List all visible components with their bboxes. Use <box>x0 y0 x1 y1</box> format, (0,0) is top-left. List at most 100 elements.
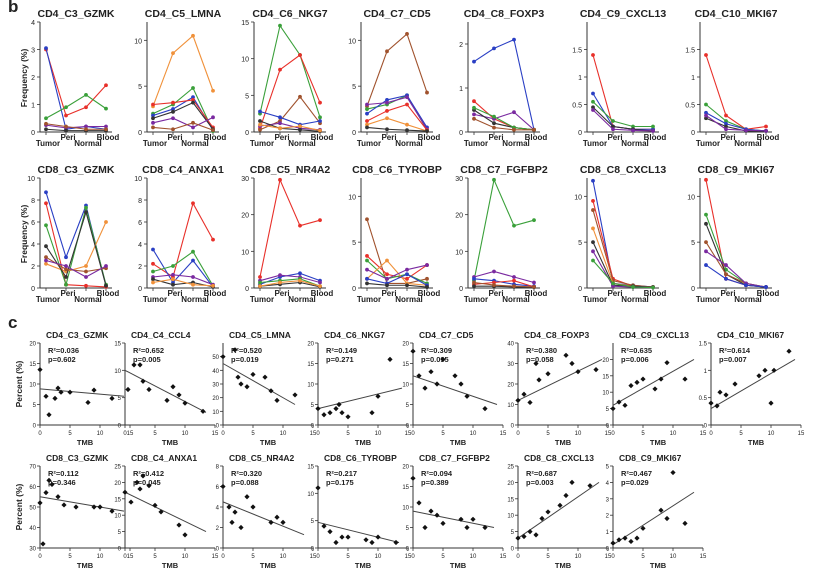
series-point <box>64 105 68 110</box>
series-line <box>705 54 767 130</box>
data-point <box>49 481 55 488</box>
series-point <box>724 276 728 281</box>
series-point <box>651 285 655 290</box>
y-tick-label: 10 <box>455 249 463 256</box>
series-point <box>191 201 195 206</box>
x-tick-label: 0 <box>411 431 415 437</box>
series-point <box>211 237 215 242</box>
y-tick-label: 10 <box>507 403 514 409</box>
series-point <box>151 113 155 118</box>
y-tick-label: 5 <box>511 530 515 536</box>
y-tick-label: 10 <box>507 514 514 520</box>
data-point <box>55 494 61 500</box>
series-point <box>278 121 282 126</box>
data-point <box>682 376 688 382</box>
series-point <box>84 92 88 97</box>
p-value-label: p=0.058 <box>526 355 554 364</box>
series-point <box>472 99 476 104</box>
x-tick-label: Normal <box>734 139 762 148</box>
x-tick-label: 15 <box>700 431 707 437</box>
y-tick-label: 10 <box>307 383 314 389</box>
series-line <box>45 49 107 117</box>
series-point <box>258 119 262 123</box>
series-point <box>365 107 369 111</box>
scatter-cd4-c7-cd5: CD4_C7_CD5 0 5 10 15 20 0 5 10 15 TMB R²=0.309p=0.0… <box>402 330 507 447</box>
series-line <box>45 124 106 129</box>
y-tick-label: 20 <box>29 342 36 348</box>
series-line <box>259 278 321 287</box>
series-line <box>705 115 767 132</box>
data-point <box>321 412 327 418</box>
series-line <box>45 128 106 132</box>
r-squared-label: R²=0.520 <box>231 346 262 355</box>
x-axis-label: TMB <box>162 438 179 447</box>
x-axis-label: TMB <box>77 438 94 447</box>
y-tick-label: 5 <box>245 93 249 100</box>
series-line <box>473 109 535 131</box>
data-point <box>768 400 774 406</box>
y-tick-label: 50 <box>212 355 219 361</box>
data-point <box>723 392 729 398</box>
x-axis-label: TMB <box>450 438 467 447</box>
series-point <box>764 285 768 289</box>
series-line <box>152 201 214 278</box>
data-point <box>422 385 428 391</box>
data-point <box>569 479 575 485</box>
x-tick-label: Blood <box>418 133 441 142</box>
series-point <box>258 280 262 285</box>
series-point <box>764 129 768 133</box>
x-tick-label: 10 <box>768 431 775 437</box>
series-point <box>211 128 215 133</box>
x-tick-label: Blood <box>418 289 441 298</box>
data-point <box>146 386 152 393</box>
x-tick-label: Normal <box>74 139 102 148</box>
x-tick-label: Peri <box>274 289 289 298</box>
y-tick-label: 60 <box>29 485 36 491</box>
series-line <box>592 109 654 132</box>
y-tick-label: 15 <box>507 497 514 503</box>
series-line <box>45 203 107 288</box>
series-point <box>151 102 155 107</box>
x-tick-label: 10 <box>670 431 677 437</box>
series-line <box>45 47 107 130</box>
series-point <box>151 280 155 285</box>
series-point <box>492 125 496 130</box>
data-point <box>762 367 768 373</box>
series-point <box>651 129 655 133</box>
series-point <box>724 121 728 126</box>
data-point <box>464 524 470 531</box>
x-tick-label: Normal <box>288 139 316 148</box>
series-point <box>405 128 409 133</box>
r-squared-label: R²=0.309 <box>421 346 452 355</box>
x-tick-label: 10 <box>575 431 582 437</box>
data-point <box>345 534 351 540</box>
x-tick-label: 0 <box>316 431 320 437</box>
y-axis-label: Percent (%) <box>14 360 24 407</box>
y-tick-label: 2 <box>459 42 463 49</box>
data-point <box>640 525 646 531</box>
series-point <box>385 116 389 121</box>
x-tick-label: 5 <box>346 554 350 560</box>
x-axis-label: TMB <box>748 438 765 447</box>
data-point <box>664 360 670 366</box>
fit-line <box>317 521 400 544</box>
x-tick-label: 0 <box>709 431 713 437</box>
y-tick-label: 0 <box>578 130 582 137</box>
data-point <box>200 408 206 414</box>
y-tick-label: 0 <box>352 130 356 137</box>
data-point <box>545 371 551 377</box>
series-line <box>45 123 106 130</box>
series-point <box>318 100 322 105</box>
data-point <box>58 389 64 395</box>
data-point <box>91 387 97 393</box>
chart-title: CD4_C8_FOXP3 <box>464 8 545 20</box>
data-point <box>274 514 280 520</box>
series-line <box>592 101 653 128</box>
y-tick-label: 3 <box>31 48 35 55</box>
series-point <box>405 32 409 36</box>
series-line <box>592 241 654 288</box>
y-tick-label: 0 <box>138 130 142 137</box>
series-point <box>298 53 302 57</box>
